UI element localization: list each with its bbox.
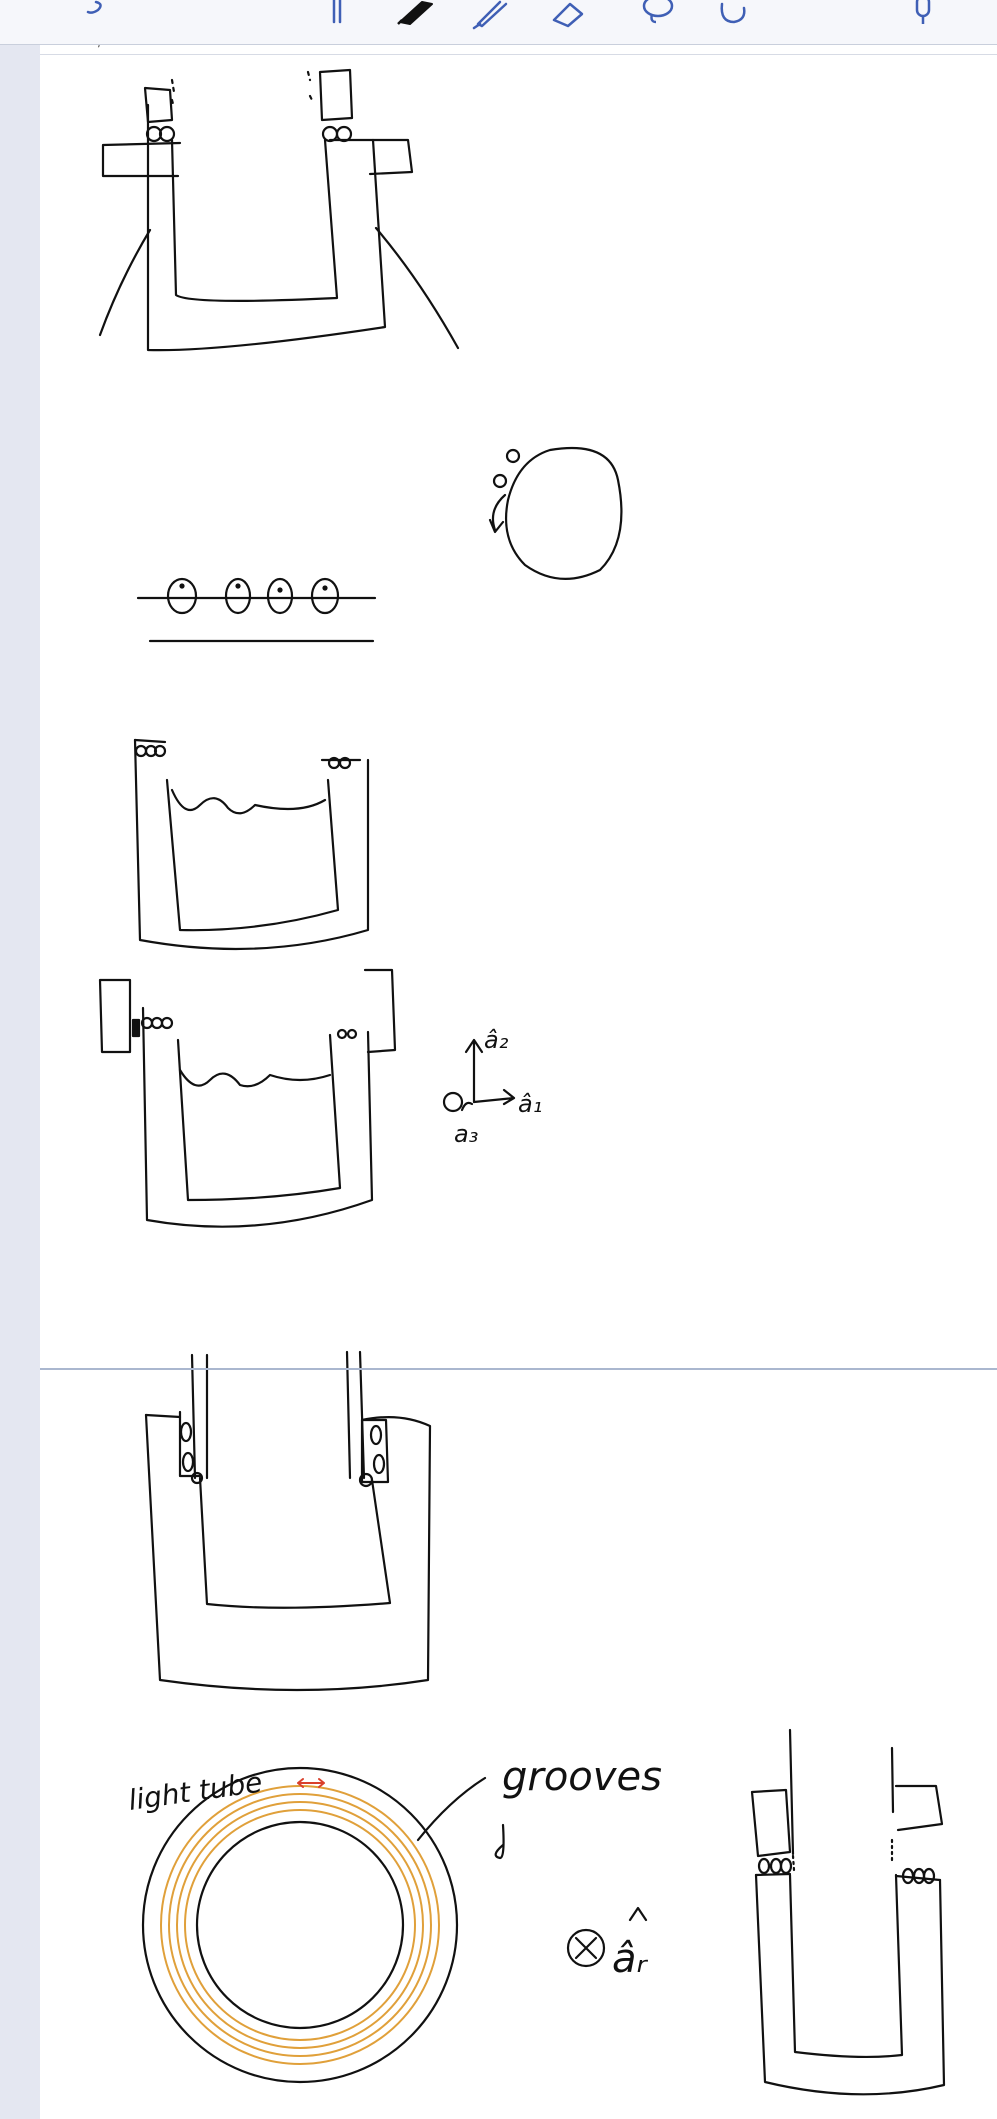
- u-tube-rods-sketch: [750, 1728, 946, 2096]
- ring-cross-section-sketch: [141, 1766, 648, 2084]
- u-tube-liquid-clamps-sketch: [98, 968, 516, 1228]
- record-audio-button[interactable]: [896, 0, 950, 44]
- text-cursor-icon: [332, 0, 342, 24]
- lasso-icon: [642, 0, 674, 24]
- axis-label-a1: â₁: [518, 1090, 542, 1118]
- toolbar: [0, 0, 997, 45]
- u-tube-inner-tubes-sketch: [144, 1350, 432, 1692]
- circle-with-beads-sketch: [488, 446, 623, 580]
- axis-label-a2: â₂: [484, 1026, 509, 1054]
- microphone-icon: [915, 0, 931, 24]
- pen-tool-button[interactable]: [388, 0, 442, 44]
- shapes-icon: [720, 2, 746, 24]
- highlighter-tool-button[interactable]: [466, 0, 520, 44]
- header-divider: [40, 54, 997, 55]
- undo-icon: [86, 0, 102, 14]
- shapes-tool-button[interactable]: [706, 0, 760, 44]
- highlighter-icon: [472, 0, 508, 30]
- axis-label-a3: a₃: [454, 1120, 478, 1148]
- undo-button[interactable]: [70, 0, 124, 44]
- u-tube-sketch-1: [98, 68, 460, 352]
- text-tool-button[interactable]: [310, 0, 364, 44]
- eraser-icon: [552, 2, 584, 28]
- eraser-tool-button[interactable]: [544, 0, 598, 44]
- axis-label-ar: âᵣ: [612, 1936, 649, 1982]
- u-tube-liquid-sketch: [133, 738, 370, 951]
- beads-on-line-sketch: [136, 577, 377, 643]
- page-margin: [0, 44, 40, 2119]
- grooves-label: grooves: [502, 1754, 662, 1800]
- pen-icon: [397, 1, 433, 25]
- page-break: [40, 1368, 997, 1370]
- lasso-tool-button[interactable]: [630, 0, 684, 44]
